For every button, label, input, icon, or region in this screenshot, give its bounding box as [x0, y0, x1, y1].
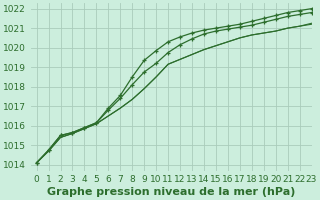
X-axis label: Graphe pression niveau de la mer (hPa): Graphe pression niveau de la mer (hPa): [47, 187, 295, 197]
